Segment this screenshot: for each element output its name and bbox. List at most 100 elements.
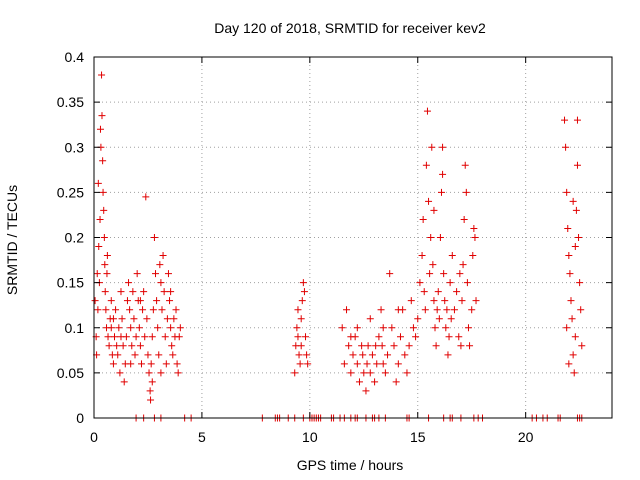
data-point <box>296 360 304 368</box>
data-point <box>440 270 448 278</box>
data-point <box>407 297 415 305</box>
data-point <box>419 215 427 223</box>
data-point <box>94 179 102 187</box>
data-point <box>94 306 102 314</box>
data-point <box>101 288 109 296</box>
data-point <box>144 351 152 359</box>
data-point <box>167 324 175 332</box>
data-point <box>145 369 153 377</box>
data-point <box>174 369 182 377</box>
data-point <box>388 324 396 332</box>
data-point <box>123 297 131 305</box>
data-point <box>303 351 311 359</box>
data-point <box>169 351 177 359</box>
data-point <box>565 252 573 260</box>
data-point <box>436 234 444 241</box>
data-point <box>441 297 449 305</box>
data-point <box>575 234 583 241</box>
data-point <box>294 306 302 314</box>
data-point <box>435 315 443 323</box>
data-point <box>384 351 392 359</box>
data-point <box>401 351 409 359</box>
data-point <box>448 252 456 260</box>
data-point <box>431 324 439 332</box>
data-point <box>91 297 99 305</box>
data-point <box>569 197 577 205</box>
data-point <box>349 351 357 359</box>
data-point <box>358 342 366 350</box>
y-tick-label: 0.05 <box>57 365 84 381</box>
data-point <box>122 333 130 341</box>
ticks: 0 5 10 15 20 0 0.05 0.1 0.15 0.2 0.25 0.3 0.35 0.4 <box>57 49 612 445</box>
data-point <box>294 333 302 341</box>
data-point <box>172 306 180 314</box>
data-point <box>148 333 156 341</box>
data-point <box>355 378 363 386</box>
data-point <box>302 333 310 341</box>
data-point <box>455 333 463 341</box>
data-point <box>114 351 122 359</box>
data-point <box>96 125 104 133</box>
data-point <box>429 261 437 269</box>
data-point <box>148 378 156 386</box>
data-point <box>570 369 578 377</box>
data-point <box>105 342 113 350</box>
data-point <box>468 306 476 314</box>
data-point <box>426 270 434 278</box>
data-point <box>360 369 368 377</box>
data-point <box>359 351 367 359</box>
data-point <box>460 215 468 223</box>
data-point <box>568 315 576 323</box>
data-point <box>463 279 471 287</box>
data-point <box>150 234 158 241</box>
data-point <box>562 143 570 151</box>
data-point <box>115 324 123 332</box>
data-point <box>153 297 161 305</box>
data-point <box>392 378 400 386</box>
data-point <box>353 360 361 368</box>
data-point <box>394 360 402 368</box>
data-point <box>381 369 389 377</box>
data-points <box>91 71 586 422</box>
data-point <box>98 112 106 120</box>
data-point <box>293 324 301 332</box>
data-point <box>416 279 424 287</box>
data-point <box>366 369 374 377</box>
data-point <box>112 306 120 314</box>
data-point <box>427 234 435 241</box>
data-point <box>343 306 351 314</box>
data-point <box>101 261 109 269</box>
data-point <box>116 369 124 377</box>
data-point <box>111 333 119 341</box>
data-point <box>147 360 155 368</box>
data-point <box>563 324 571 332</box>
data-point <box>439 143 447 151</box>
data-point <box>378 342 386 350</box>
data-point <box>466 342 474 350</box>
data-point <box>162 360 170 368</box>
data-point <box>133 270 141 278</box>
data-point <box>377 306 385 314</box>
data-point <box>132 333 140 341</box>
data-point <box>569 351 577 359</box>
data-point <box>298 297 306 305</box>
data-point <box>366 315 374 323</box>
data-point <box>168 342 176 350</box>
data-point <box>340 360 348 368</box>
x-tick-label: 10 <box>302 429 318 445</box>
data-point <box>444 351 452 359</box>
data-point <box>430 297 438 305</box>
data-point <box>418 252 426 260</box>
data-point <box>471 234 479 241</box>
data-point <box>156 261 164 269</box>
y-tick-label: 0.4 <box>65 49 85 65</box>
data-point <box>125 279 133 287</box>
data-point <box>93 270 101 278</box>
data-point <box>147 396 155 404</box>
data-point <box>131 351 139 359</box>
data-point <box>414 315 422 323</box>
y-tick-label: 0.3 <box>65 139 85 155</box>
data-point <box>571 333 579 341</box>
data-point <box>126 306 134 314</box>
